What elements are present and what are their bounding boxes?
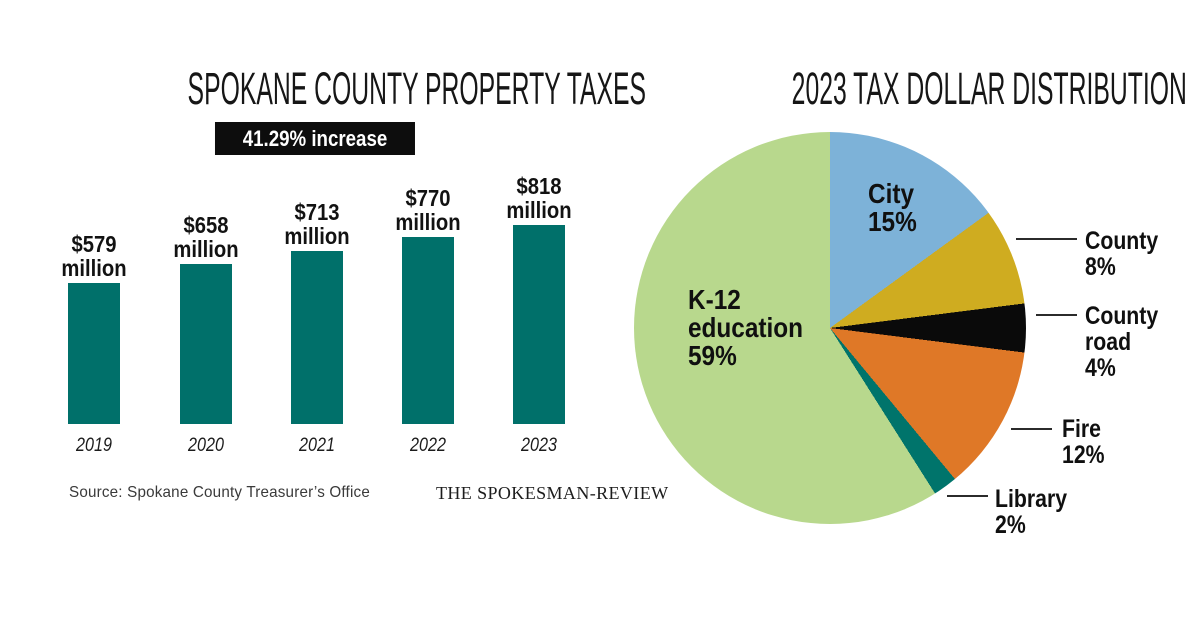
x-axis-label-text: 2021 [298,435,335,456]
bar-value-label-2022: $770 million [391,186,465,234]
x-axis-label-2023: 2023 [518,436,560,455]
bar-2023 [513,225,565,424]
pie-label-county: County 8% [1085,228,1171,280]
bar-value-text: $579 million [61,231,127,281]
pie-label-fire: Fire 12% [1062,416,1112,468]
pie-label-text: City 15% [868,178,917,237]
bar-value-label-2021: $713 million [279,200,353,248]
bar-value-text: $770 million [395,185,461,235]
pie-label-county-road: County road 4% [1085,303,1171,381]
increase-badge: 41.29% increase [214,122,416,155]
bar-2020 [179,264,232,424]
bar-value-label-2019: $579 million [57,232,131,280]
bar-value-label-2020: $658 million [168,213,242,261]
bar-2022 [402,237,454,424]
pie-label-k-12-education: K-12 education 59% [688,286,820,370]
x-axis-label-text: 2023 [521,435,557,456]
bar-value-text: $658 million [172,212,239,262]
leader-line-county [1016,238,1077,240]
x-axis-label-2022: 2022 [407,436,449,455]
bar-chart-title-text: SPOKANE COUNTY PROPERTY TAXES [187,63,647,114]
leader-line-county-road [1036,314,1077,316]
x-axis-label-2019: 2019 [73,436,115,455]
pie-label-library: Library 2% [995,486,1080,538]
leader-line-library [947,495,988,497]
pie-label-text: Fire 12% [1062,415,1105,469]
bar-value-text: $713 million [283,199,350,249]
publisher-credit: THE SPOKESMAN-REVIEW [436,483,669,503]
source-text: Source: Spokane County Treasurer’s Offic… [69,484,370,501]
pie-chart-title-text: 2023 TAX DOLLAR DISTRIBUTION [791,63,1187,114]
pie-chart-title: 2023 TAX DOLLAR DISTRIBUTION [630,66,1187,112]
pie-label-text: County road 4% [1085,302,1159,382]
pie-label-text: Library 2% [995,485,1068,539]
x-axis-label-2020: 2020 [184,436,226,455]
pie-label-text: K-12 education 59% [688,284,804,371]
bar-2019 [68,283,120,424]
bar-value-text: $818 million [506,173,572,223]
bar-chart-title: SPOKANE COUNTY PROPERTY TAXES [0,66,646,112]
increase-badge-text: 41.29% increase [242,126,388,151]
pie-label-city: City 15% [868,180,924,236]
bar-2021 [290,251,343,424]
x-axis-label-2021: 2021 [295,436,337,455]
x-axis-label-text: 2020 [187,435,224,456]
leader-line-fire [1011,428,1052,430]
bar-value-label-2023: $818 million [502,174,576,222]
pie-chart [634,132,1026,524]
x-axis-label-text: 2022 [410,435,446,456]
pie-label-text: County 8% [1085,227,1159,281]
x-axis-label-text: 2019 [76,435,112,456]
